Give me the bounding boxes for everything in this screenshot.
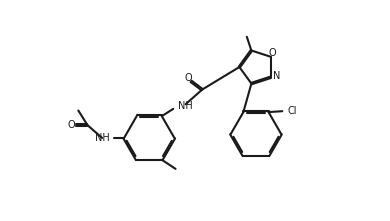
Text: N: N xyxy=(273,71,280,81)
Text: NH: NH xyxy=(178,101,193,111)
Text: O: O xyxy=(184,73,192,83)
Text: O: O xyxy=(269,48,277,58)
Text: O: O xyxy=(67,120,75,130)
Text: Cl: Cl xyxy=(288,106,297,116)
Text: NH: NH xyxy=(95,133,110,143)
